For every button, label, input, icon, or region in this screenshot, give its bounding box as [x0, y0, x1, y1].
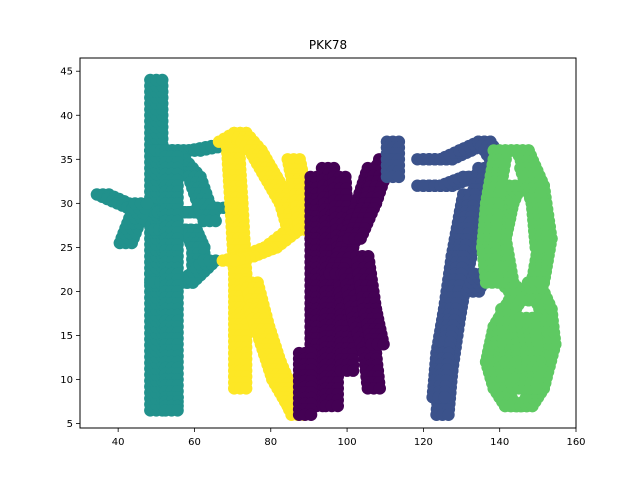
chart-title: PKK78 — [309, 38, 347, 52]
scatter-point — [156, 73, 169, 87]
plot-frame — [79, 57, 577, 429]
y-axis: 5 10 15 20 25 30 35 40 45 — [60, 67, 80, 430]
x-tick-label: 60 — [188, 437, 201, 448]
y-tick-label: 30 — [60, 199, 73, 210]
scatter-point — [209, 214, 222, 228]
y-tick-label: 20 — [60, 287, 73, 298]
scatter-point — [331, 399, 344, 413]
x-tick-label: 100 — [338, 437, 357, 448]
scatter-point — [530, 382, 543, 395]
x-tick-label: 40 — [112, 437, 125, 448]
y-tick-label: 40 — [60, 111, 73, 122]
y-tick-label: 15 — [60, 331, 73, 342]
scatter-point — [373, 382, 386, 395]
scatter-point — [392, 170, 406, 184]
scatter-point — [533, 276, 547, 289]
series-2 — [292, 153, 398, 421]
series-0 — [90, 73, 230, 417]
scatter-point — [240, 382, 253, 395]
scatter-point — [377, 338, 390, 351]
y-tick-label: 10 — [60, 375, 73, 386]
y-tick-label: 5 — [67, 419, 73, 430]
x-tick-label: 140 — [490, 437, 509, 448]
scatter-point — [541, 241, 554, 254]
x-tick-label: 120 — [414, 437, 433, 448]
x-tick-label: 160 — [566, 437, 585, 448]
scatter-point — [346, 364, 360, 377]
scatter-point — [140, 197, 154, 210]
scatter-point — [304, 408, 318, 421]
x-tick-label: 80 — [264, 437, 277, 448]
scatter-point — [438, 391, 451, 404]
y-tick-label: 25 — [60, 243, 73, 254]
scatter-point — [354, 232, 367, 245]
y-tick-label: 45 — [60, 67, 73, 78]
series-4 — [476, 144, 562, 413]
x-axis: 40 60 80 100 120 140 160 — [112, 428, 586, 448]
scatter-point — [228, 254, 241, 267]
data-points — [90, 73, 562, 421]
scatter-point — [491, 276, 505, 289]
scatter-point — [171, 404, 184, 417]
scatter-point — [442, 408, 455, 421]
y-tick-label: 35 — [60, 155, 73, 166]
